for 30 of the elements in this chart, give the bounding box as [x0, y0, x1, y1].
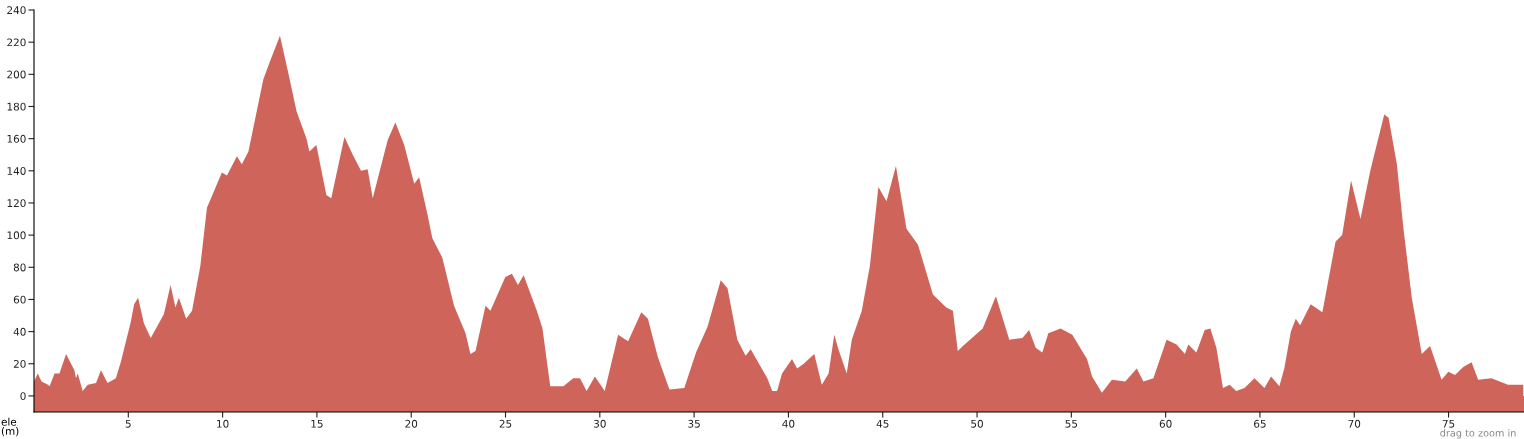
y-tick-label: 120	[7, 199, 26, 208]
x-tick-label: 35	[688, 419, 700, 428]
y-tick-label: 60	[13, 295, 26, 304]
x-tick-label: 5	[125, 419, 131, 428]
y-tick-label: 220	[7, 38, 26, 47]
y-tick-label: 180	[7, 102, 26, 111]
text: drag to zoom in	[1440, 429, 1516, 439]
x-tick-label: 60	[1159, 419, 1172, 428]
x-tick-label: 30	[593, 419, 606, 428]
x-tick-label: 10	[217, 419, 229, 428]
x-tick-label: 55	[1065, 419, 1078, 428]
y-tick-label: 20	[13, 359, 26, 368]
y-tick-label: 40	[13, 327, 26, 336]
y-tick-label: 140	[7, 167, 26, 175]
x-tick-label: 15	[311, 419, 323, 428]
x-tick-label: 65	[1254, 419, 1266, 428]
y-tick-label: 240	[7, 6, 26, 15]
x-tick-label: 70	[1348, 419, 1361, 428]
y-tick-label: 200	[7, 70, 26, 79]
x-tick-label: 40	[782, 419, 795, 428]
x-tick-label: 20	[405, 419, 418, 428]
y-tick-label: 160	[7, 134, 26, 143]
y-tick-label: 80	[13, 263, 26, 272]
x-tick-label: 75	[1442, 419, 1455, 428]
y-tick-label: 100	[7, 231, 26, 240]
y-tick-label: 0	[20, 392, 26, 401]
y-axis-title: ele (m)	[1, 417, 19, 437]
x-tick-label: 45	[876, 419, 889, 428]
x-tick-label: 25	[499, 419, 512, 428]
x-tick-label: 50	[971, 419, 983, 428]
